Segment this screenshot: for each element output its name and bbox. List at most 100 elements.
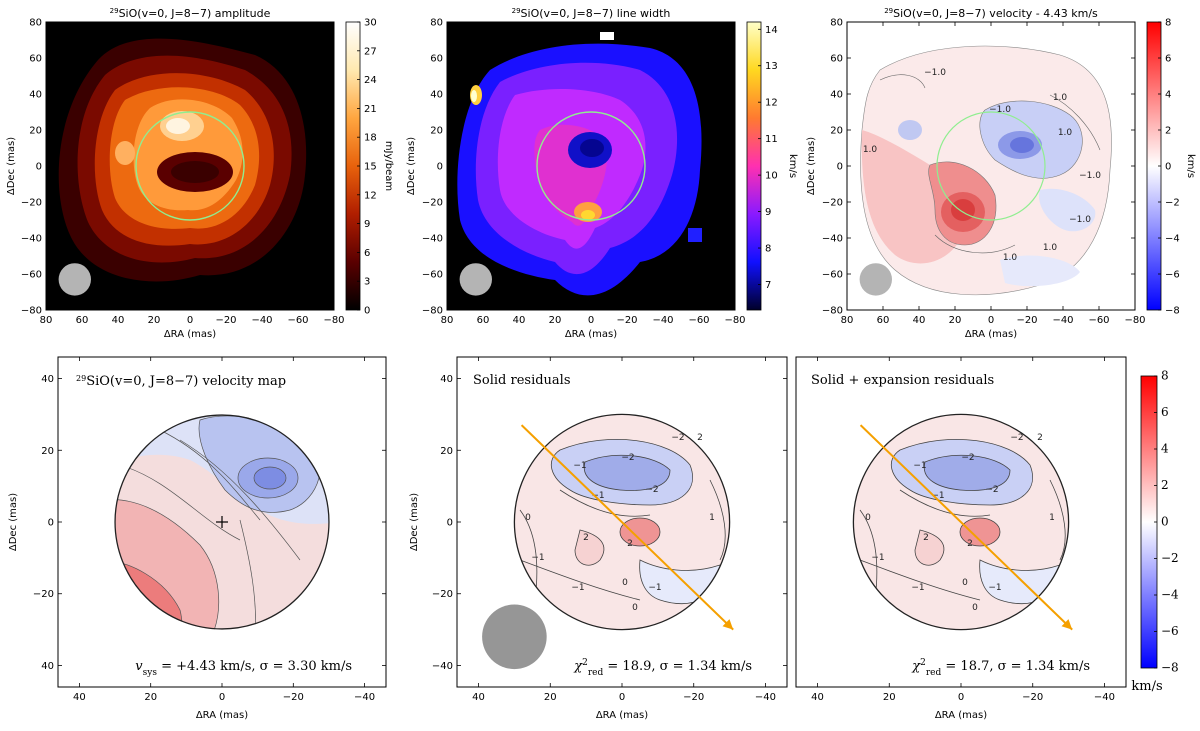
arrow-head <box>722 619 734 630</box>
colorbar-tick-label: −8 <box>1165 306 1180 317</box>
map-disk-outline <box>114 414 330 630</box>
direction-arrow <box>520 424 734 631</box>
green-ring <box>536 111 646 221</box>
x-tick-label: 40 <box>811 692 824 703</box>
colorbar-tick-label: −4 <box>1161 588 1179 602</box>
shared-colorbar: 8 6 4 2 0 −2 −4 −6 −8 km/s <box>1131 369 1179 695</box>
contour-label: 0 <box>972 603 978 613</box>
contour-label: 1.0 <box>1003 253 1018 263</box>
y-tick-label: −60 <box>422 270 443 281</box>
arrow-shaft <box>859 424 1073 631</box>
x-tick-label: 40 <box>472 692 485 703</box>
beam-circle <box>482 604 547 670</box>
contour-label: −2 <box>671 433 684 443</box>
colorbar-tick-label: 8 <box>1161 369 1169 383</box>
y-tick-label: 40 <box>41 374 54 385</box>
colorbar-tick-label: 13 <box>765 61 778 72</box>
colorbar-tick-label: 10 <box>765 171 778 182</box>
y-axis-label: ΔDec (mas) <box>6 137 17 195</box>
y-tick-label: −40 <box>422 234 443 245</box>
colorbar-tick-label: 0 <box>1165 162 1171 173</box>
linewidth-heatmap <box>457 32 702 296</box>
x-axis-label: ΔRA (mas) <box>196 710 248 721</box>
x-tick-label: −60 <box>287 315 308 326</box>
map-disk-outline <box>513 413 731 631</box>
colorbar-gradient <box>746 21 762 311</box>
contour-label: 1.0 <box>1043 243 1058 253</box>
y-tick-label: −60 <box>21 270 42 281</box>
contour-label: 1.0 <box>863 145 878 155</box>
colorbar-tick-label: 4 <box>1165 90 1171 101</box>
panel-linewidth: 29SiO(v=0, J=8−7) line width 80 60 40 20 0 −2… <box>406 7 798 340</box>
contour-label: 1 <box>1049 513 1055 523</box>
beam-circle <box>58 263 91 296</box>
colorbar-tick-label: −2 <box>1165 198 1180 209</box>
y-tick-label: 0 <box>48 518 54 529</box>
colorbar-tick-label: 6 <box>1165 54 1171 65</box>
panel-amplitude: 29SiO(v=0, J=8−7) amplitude 80 60 40 20 0 −20… <box>6 7 394 340</box>
colorbar-tick-label: −2 <box>1161 551 1179 565</box>
colorbar-label: mJy/beam <box>383 141 394 191</box>
y-tick-label: −40 <box>432 661 453 672</box>
contour-label: 2 <box>923 533 929 543</box>
colorbar-tick-label: −8 <box>1161 661 1179 675</box>
y-tick-label: 40 <box>41 661 54 672</box>
x-tick-label: 40 <box>913 315 926 326</box>
y-tick-label: 60 <box>830 54 843 65</box>
beam-circle <box>459 263 492 296</box>
y-tick-label: −80 <box>21 306 42 317</box>
contour-label: −1.0 <box>1069 215 1091 225</box>
x-tick-label: −40 <box>1094 692 1115 703</box>
panel-velocity-map: 29SiO(v=0, J=8−7) velocity map vsys = +4… <box>8 356 387 721</box>
x-axis-label: ΔRA (mas) <box>965 329 1017 340</box>
y-tick-label: −40 <box>21 234 42 245</box>
velocity-heatmap <box>860 45 1112 296</box>
shared-colorbar-label: km/s <box>1131 679 1162 694</box>
y-tick-label: 80 <box>430 18 443 29</box>
contour-label: 1 <box>709 513 715 523</box>
x-tick-label: 80 <box>40 315 53 326</box>
colorbar-tick-label: 27 <box>364 46 377 57</box>
contour-label: 2 <box>967 539 973 549</box>
contour-label: −1 <box>931 491 944 501</box>
contour-label: 2 <box>1037 433 1043 443</box>
colorbar-tick-label: 6 <box>364 248 370 259</box>
y-tick-label: −20 <box>822 198 843 209</box>
x-tick-label: 0 <box>187 315 193 326</box>
colorbar-tick-label: 2 <box>1165 126 1171 137</box>
x-ticks: 40 20 0 −20 −40 <box>73 357 375 703</box>
y-tick-label: 40 <box>830 90 843 101</box>
contour-label: 2 <box>697 433 703 443</box>
colorbar-tick-label: 12 <box>364 190 377 201</box>
panel-label: 29SiO(v=0, J=8−7) velocity map <box>76 374 286 390</box>
contour-label: 0 <box>962 578 968 588</box>
y-tick-label: 40 <box>430 90 443 101</box>
colorbar-tick-label: 0 <box>1161 515 1169 529</box>
x-tick-label: 60 <box>877 315 890 326</box>
panel-velocity: 29SiO(v=0, J=8−7) velocity - 4.43 km/s 1… <box>806 7 1196 340</box>
contour-labels: −2 −1 2 −2 −1 1 0 2 −1 −1 0 −1 0 −2 2 <box>525 433 715 613</box>
x-tick-label: 40 <box>513 315 526 326</box>
x-tick-label: 0 <box>958 692 964 703</box>
x-tick-label: 40 <box>112 315 125 326</box>
panel-label: Solid residuals <box>473 373 571 388</box>
colorbar-tick-label: 8 <box>765 244 771 255</box>
y-tick-label: 0 <box>437 162 443 173</box>
x-tick-label: −20 <box>616 315 637 326</box>
y-tick-label: 20 <box>830 126 843 137</box>
panel-title-amplitude: 29SiO(v=0, J=8−7) amplitude <box>110 7 271 20</box>
y-tick-label: −20 <box>422 198 443 209</box>
x-tick-label: −20 <box>683 692 704 703</box>
y-tick-label: 20 <box>29 126 42 137</box>
x-axis-label: ΔRA (mas) <box>565 329 617 340</box>
contour-label: 1.0 <box>1058 128 1073 138</box>
contour-label: 0 <box>525 513 531 523</box>
y-tick-label: −20 <box>432 589 453 600</box>
contour-label: −1.0 <box>989 105 1011 115</box>
contour-label: −1 <box>911 583 924 593</box>
contour-label: 2 <box>583 533 589 543</box>
colorbar-tick-label: 24 <box>364 75 377 86</box>
y-axis-label: ΔDec (mas) <box>806 137 817 195</box>
